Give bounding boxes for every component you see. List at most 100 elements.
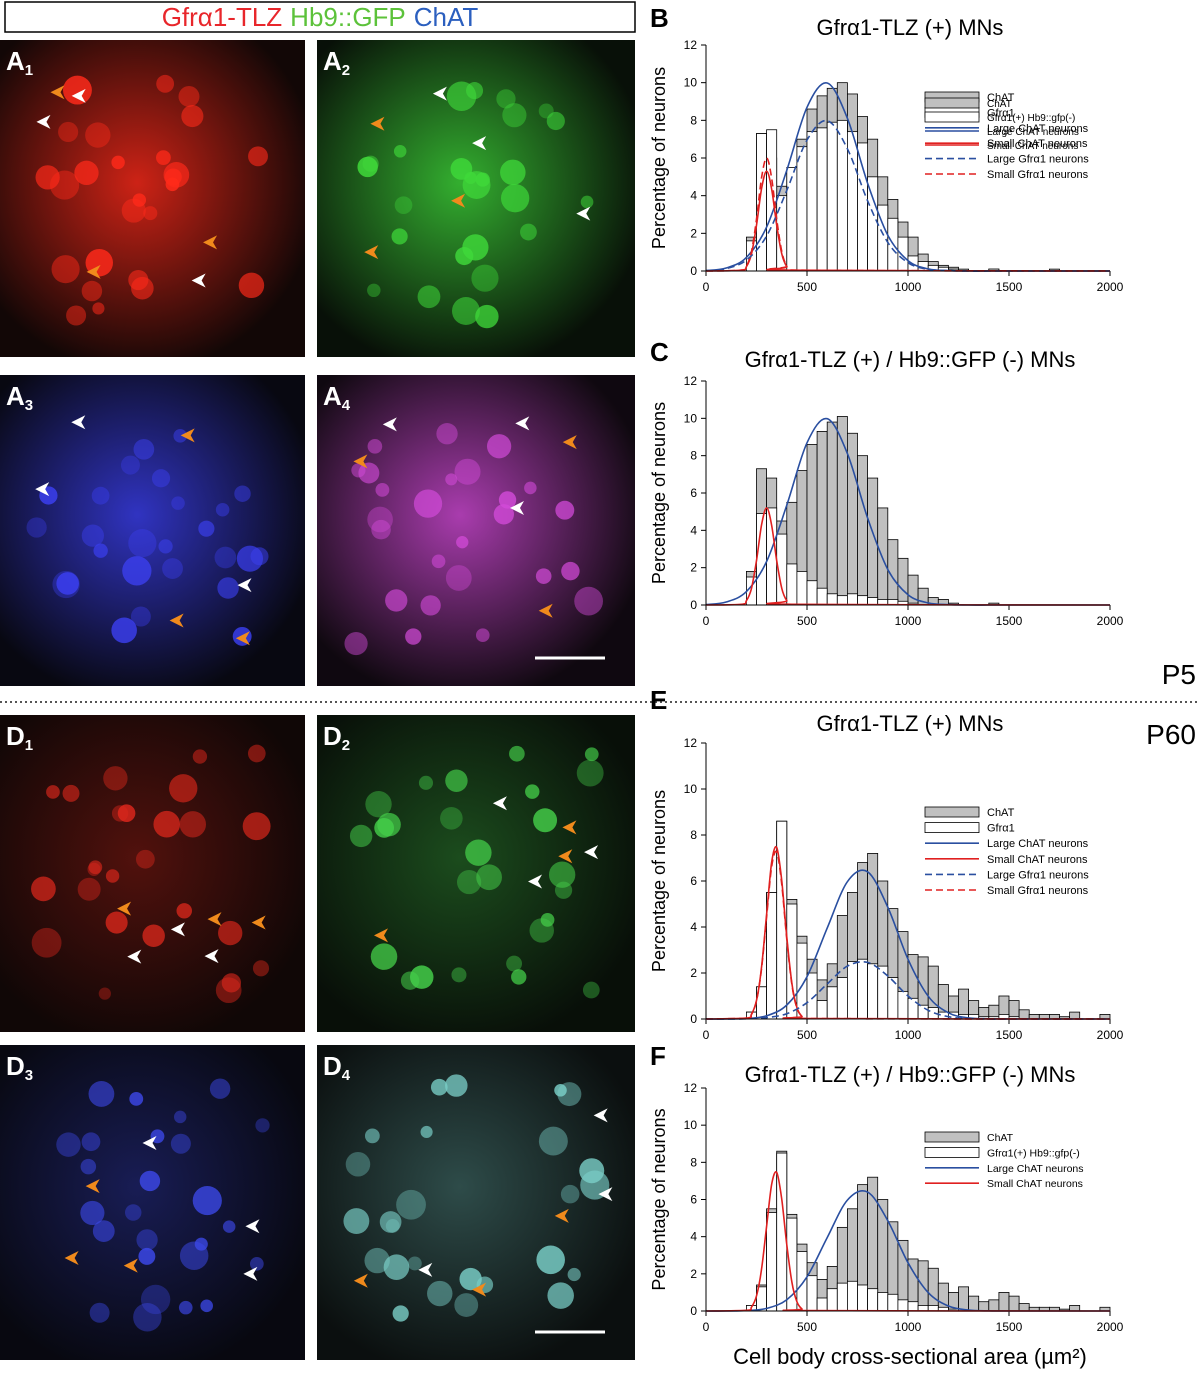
x-tick-label: 1500 (996, 1028, 1023, 1042)
cell (249, 1256, 264, 1271)
micrograph-glow (0, 40, 305, 357)
cell (375, 482, 390, 497)
cell (370, 943, 398, 970)
cell (35, 165, 60, 190)
header-item: ChAT (414, 2, 479, 32)
y-tick-label: 0 (690, 598, 697, 612)
x-tick-label: 1000 (895, 1028, 922, 1042)
legend-label: Gfrα1 (987, 823, 1015, 835)
arrowhead (71, 415, 86, 430)
legend-label: Gfrα1(+) Hb9::gfp(-) (987, 1147, 1080, 1159)
cell (128, 529, 157, 558)
arrowhead (528, 874, 543, 889)
cell (62, 75, 92, 105)
arrowhead (353, 1273, 368, 1288)
legend-label: Small ChAT neurons (987, 1178, 1083, 1190)
cell (367, 506, 393, 533)
panel-letter: A (323, 46, 342, 76)
y-tick-label: 4 (690, 920, 697, 934)
x-tick-label: 0 (703, 1028, 710, 1042)
cell (364, 1128, 380, 1144)
histogram-bar (836, 1282, 848, 1312)
legend-label: Gfrα1 (987, 107, 1015, 119)
histogram-bar (796, 571, 808, 606)
legend-swatch (924, 1131, 980, 1143)
cell (143, 206, 158, 221)
cell (418, 775, 434, 790)
cell (129, 1091, 144, 1106)
x-tick-label: 0 (703, 1320, 710, 1334)
panel-label: A2 (323, 46, 350, 79)
cell (158, 539, 173, 554)
panel-letter: D (323, 721, 342, 751)
cell (462, 171, 491, 199)
legend-label: Large ChAT neurons (987, 1163, 1084, 1175)
arrowhead (85, 1179, 100, 1194)
cell (365, 790, 392, 818)
arrowhead (204, 949, 219, 964)
cell (462, 234, 489, 261)
y-tick-label: 4 (690, 1230, 697, 1244)
histogram-bar (897, 557, 909, 606)
cell (130, 606, 151, 627)
cell (92, 302, 105, 315)
cell (349, 824, 373, 848)
panel-subscript: 4 (342, 1067, 351, 1084)
arrowhead (180, 428, 195, 443)
fit-curve (705, 157, 1111, 272)
x-tick-label: 1500 (996, 280, 1023, 294)
histogram-bar (816, 587, 828, 606)
cell (431, 554, 446, 569)
histogram-bar (867, 176, 879, 272)
cell (117, 804, 136, 822)
chart-title: Gfrα1-TLZ (+) / Hb9::GFP (-) MNs (745, 347, 1076, 372)
arrowhead (472, 1282, 487, 1297)
y-tick-label: 4 (690, 189, 697, 203)
arrowhead (50, 85, 65, 100)
x-tick-label: 0 (703, 280, 710, 294)
cell (142, 924, 165, 948)
x-tick-label: 2000 (1097, 280, 1124, 294)
histogram-bar (1069, 1011, 1081, 1020)
cell (250, 547, 269, 566)
panel-label: A3 (6, 381, 33, 414)
arrowhead (36, 114, 51, 129)
cell (500, 184, 530, 213)
cell (56, 572, 79, 595)
cell (496, 89, 516, 109)
cell (198, 520, 215, 537)
cell (179, 1241, 209, 1270)
cell (394, 196, 413, 215)
arrowhead (593, 1108, 608, 1123)
cell (58, 121, 79, 143)
cell (377, 812, 401, 837)
stage-label: P60 (1146, 719, 1196, 750)
cell (420, 1125, 433, 1139)
cell (548, 861, 576, 888)
panel-subscript: 4 (342, 397, 351, 414)
histogram-bar (756, 133, 768, 272)
cell (120, 455, 140, 475)
cell (105, 911, 128, 934)
histogram-bar (958, 1286, 970, 1312)
cell (430, 1078, 448, 1096)
y-tick-label: 10 (684, 782, 698, 796)
cell (247, 744, 266, 763)
histogram-bar (867, 1288, 879, 1312)
arrowhead (382, 417, 397, 432)
y-tick-label: 2 (690, 226, 697, 240)
y-tick-label: 12 (684, 1081, 698, 1095)
arrowhead (598, 1187, 613, 1202)
cell (493, 504, 514, 525)
histogram-bar (1018, 1303, 1030, 1312)
cell (511, 969, 527, 985)
cell (413, 489, 443, 518)
histogram-bar (857, 1284, 869, 1312)
fit-curve (705, 170, 1111, 272)
x-tick-label: 2000 (1097, 1320, 1124, 1334)
histogram-bar (897, 1299, 909, 1312)
panel-subscript: 2 (342, 62, 350, 79)
arrowhead (538, 603, 553, 618)
cell (391, 228, 408, 245)
x-tick-label: 500 (797, 1028, 817, 1042)
